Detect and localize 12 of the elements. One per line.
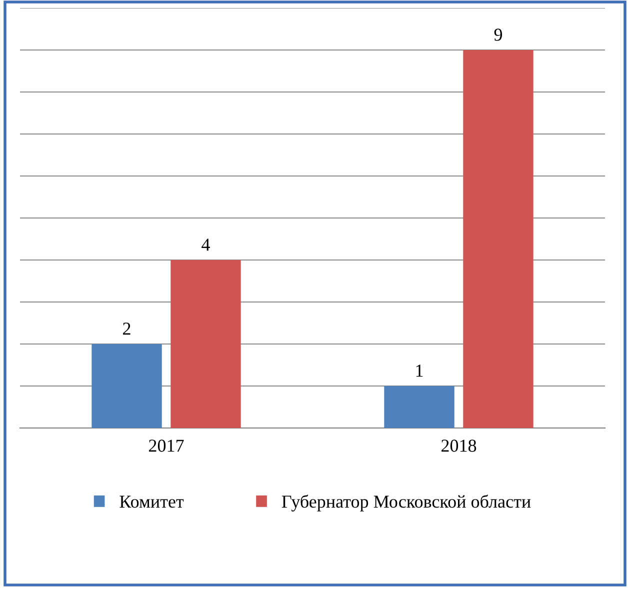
data-label: 4 bbox=[202, 238, 210, 251]
bar bbox=[463, 50, 534, 428]
data-label: 2 bbox=[123, 322, 130, 335]
data-label: 9 bbox=[494, 28, 502, 41]
bar bbox=[170, 260, 241, 428]
bar bbox=[384, 386, 454, 428]
legend-label: Губернатор Московской области bbox=[282, 494, 531, 512]
legend-label: Комитет bbox=[120, 496, 184, 508]
x-tick-label: 2017 bbox=[148, 440, 184, 452]
bar bbox=[92, 344, 162, 428]
x-tick-label: 2018 bbox=[441, 440, 476, 452]
data-label: 1 bbox=[416, 364, 423, 377]
